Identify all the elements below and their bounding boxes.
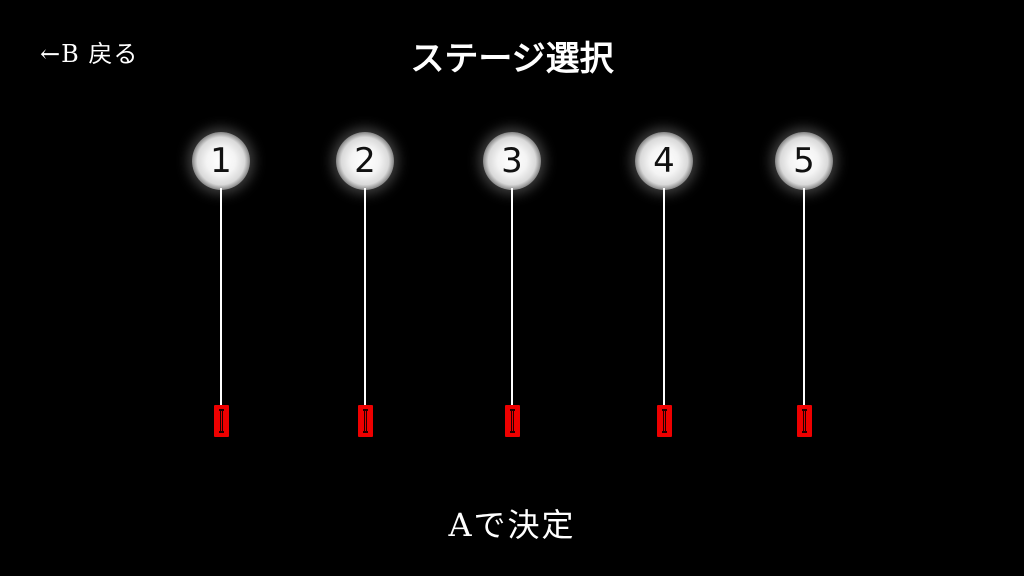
glowing-orb-icon[interactable]: 2 — [336, 132, 394, 190]
red-charm-icon — [214, 405, 229, 437]
glowing-orb-icon[interactable]: 5 — [775, 132, 833, 190]
red-charm-icon — [505, 405, 520, 437]
stage-string — [364, 188, 366, 406]
red-charm-icon — [657, 405, 672, 437]
stage-string — [803, 188, 805, 406]
red-charm-icon — [358, 405, 373, 437]
glowing-orb-icon[interactable]: 4 — [635, 132, 693, 190]
glowing-orb-icon[interactable]: 1 — [192, 132, 250, 190]
stage-4[interactable]: 4 — [629, 0, 699, 576]
stage-2[interactable]: 2 — [330, 0, 400, 576]
red-charm-icon — [797, 405, 812, 437]
stage-number: 5 — [793, 141, 815, 181]
stage-string — [663, 188, 665, 406]
stage-number: 3 — [501, 141, 523, 181]
stage-number: 2 — [354, 141, 376, 181]
stage-5[interactable]: 5 — [769, 0, 839, 576]
stage-string — [511, 188, 513, 406]
stage-3[interactable]: 3 — [477, 0, 547, 576]
back-hint[interactable]: ←B 戻る — [40, 40, 139, 68]
stage-string — [220, 188, 222, 406]
page-title: ステージ選択 — [410, 39, 614, 79]
stage-1[interactable]: 1 — [186, 0, 256, 576]
confirm-hint: Aで決定 — [448, 506, 576, 544]
stage-number: 4 — [653, 141, 675, 181]
stage-number: 1 — [210, 141, 232, 181]
glowing-orb-icon[interactable]: 3 — [483, 132, 541, 190]
